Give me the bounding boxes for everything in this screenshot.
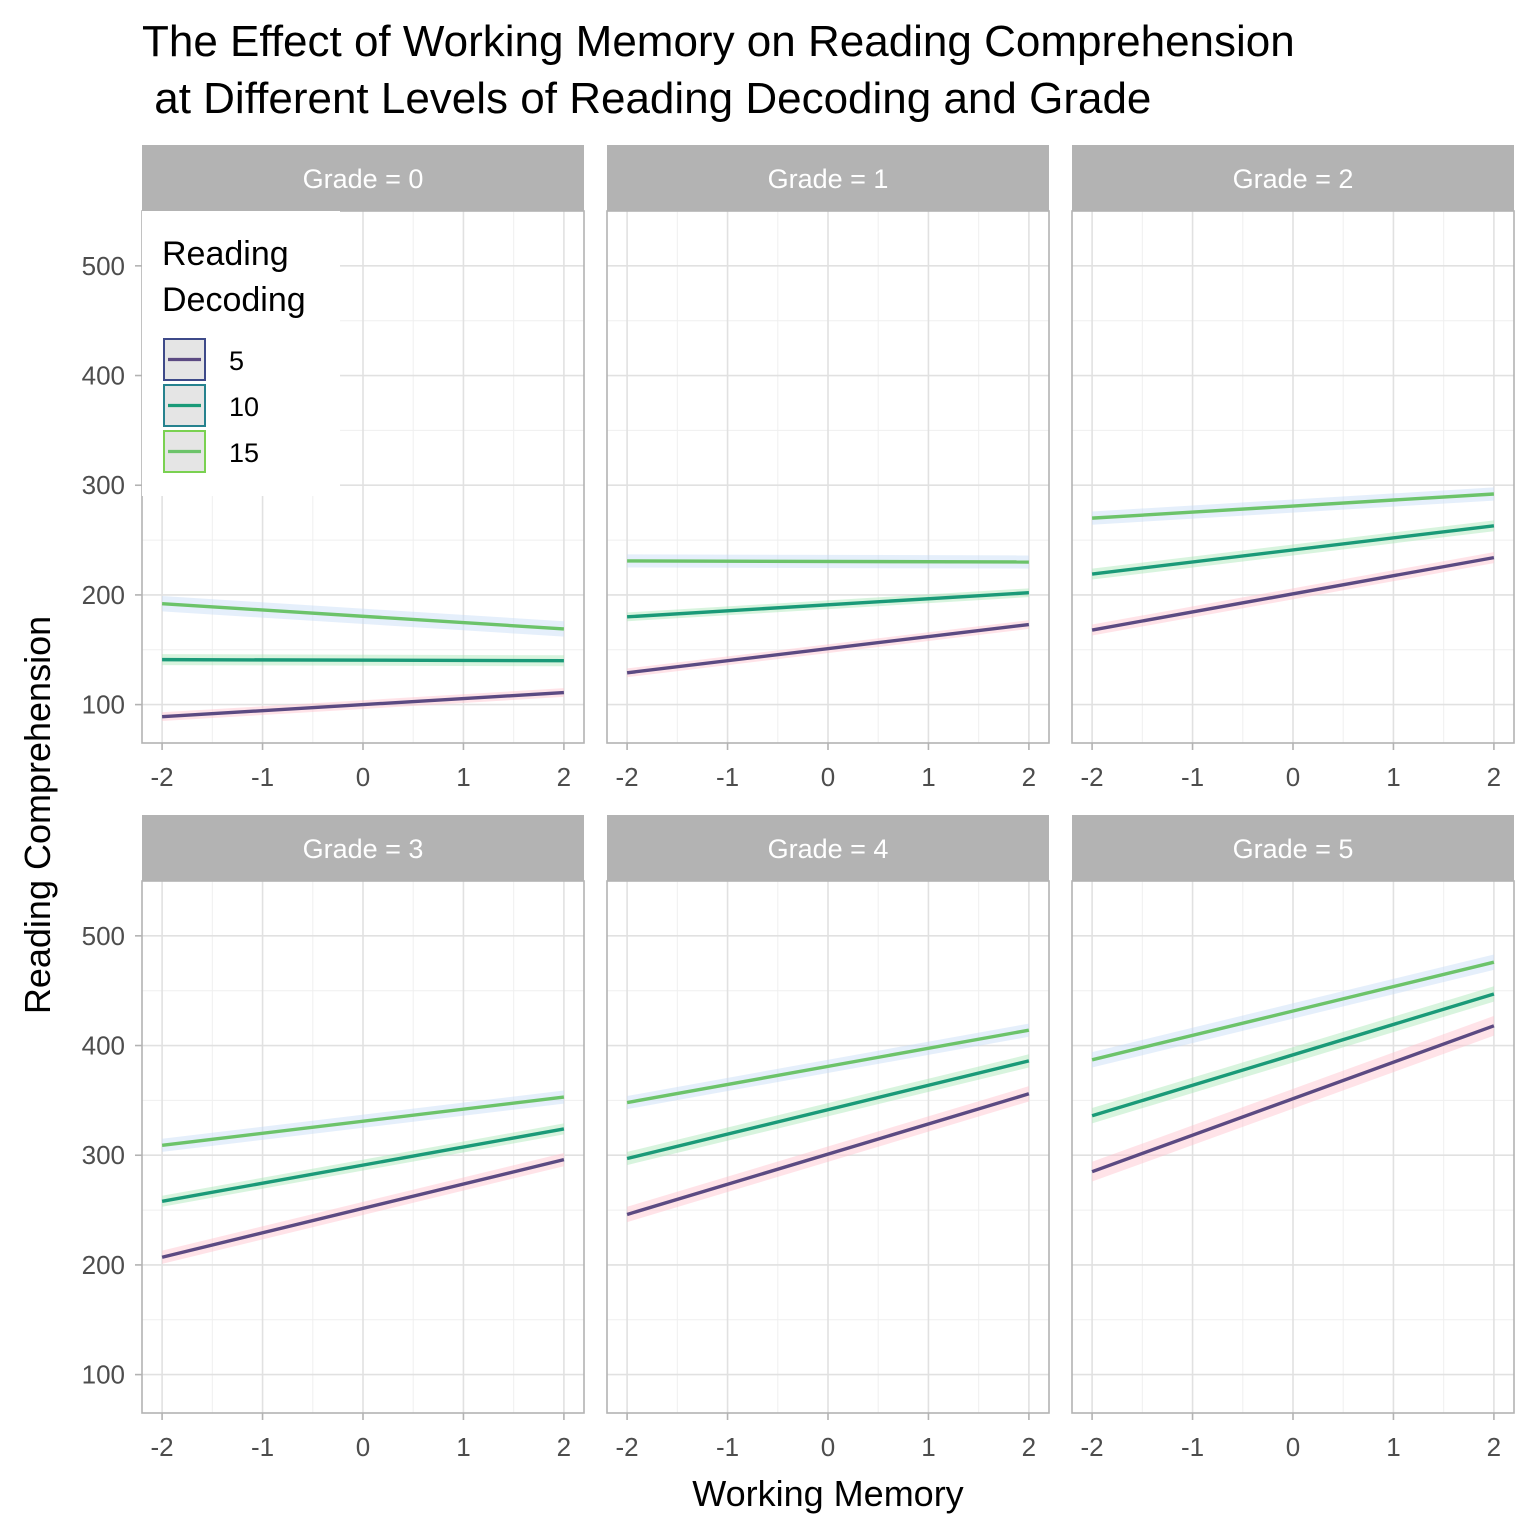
legend-label: 10 [229, 392, 259, 422]
x-tick-label: 2 [1487, 762, 1501, 792]
x-tick-label: 1 [1386, 762, 1400, 792]
y-tick-label: 300 [82, 470, 125, 500]
chart-title-line-2: at Different Levels of Reading Decoding … [142, 74, 1151, 123]
series-line-15 [626, 1028, 1030, 1105]
series-line-10 [1091, 992, 1495, 1118]
x-tick-label: 2 [1022, 762, 1036, 792]
facet-strip [607, 145, 1049, 211]
y-axis-title: Reading Comprehension [17, 616, 58, 1014]
series-line-15 [1091, 492, 1495, 520]
x-tick-label: -2 [151, 1432, 174, 1462]
facet-strip-label: Grade = 4 [768, 834, 889, 864]
legend-title-line-2: Decoding [162, 281, 306, 319]
facet-panel: Grade = 4 -2 -1 0 1 2 [606, 815, 1050, 1462]
facet-strip [142, 145, 584, 211]
series-line-15 [161, 601, 565, 631]
x-tick-label: 0 [356, 762, 370, 792]
series-line-5 [1091, 555, 1495, 632]
x-tick-label: 0 [1286, 762, 1300, 792]
facet-strip [1072, 145, 1514, 211]
y-tick-label: 100 [82, 1360, 125, 1390]
series-line-5 [1091, 1024, 1495, 1174]
facet-strip-label: Grade = 1 [768, 164, 889, 194]
x-tick-label: 1 [921, 762, 935, 792]
legend-title-line-1: Reading [162, 235, 289, 273]
x-tick-label: -1 [1181, 762, 1204, 792]
x-tick-label: -2 [1081, 1432, 1104, 1462]
series-line-5 [161, 690, 565, 719]
x-tick-label: 1 [921, 1432, 935, 1462]
series-line-5 [626, 622, 1030, 675]
series-line-10 [626, 1059, 1030, 1161]
x-tick-label: 1 [456, 762, 470, 792]
series-line-15 [1091, 960, 1495, 1062]
legend-keys: 5 10 15 [163, 338, 259, 473]
facet-panel: Grade = 1 -2 -1 0 1 2 [606, 145, 1050, 792]
facet-panel: Grade = 2 -2 -1 0 1 2 [1071, 145, 1515, 792]
x-tick-label: -1 [716, 762, 739, 792]
legend-label: 5 [229, 346, 244, 376]
x-axis-title: Working Memory [692, 1473, 963, 1514]
series-line-10 [626, 591, 1030, 619]
series-line-10 [161, 1127, 565, 1203]
x-tick-label: 1 [456, 1432, 470, 1462]
y-tick-label: 200 [82, 580, 125, 610]
series-line-10 [162, 657, 564, 663]
legend-item-5: 5 [163, 338, 244, 381]
x-tick-label: 2 [557, 762, 571, 792]
x-tick-label: 1 [1386, 1432, 1400, 1462]
x-tick-label: 2 [557, 1432, 571, 1462]
x-tick-label: -1 [716, 1432, 739, 1462]
legend: Reading Decoding 5 10 15 [142, 211, 340, 496]
facet-strip-label: Grade = 0 [303, 164, 424, 194]
x-tick-label: -2 [616, 1432, 639, 1462]
series-line-15 [161, 1095, 565, 1148]
y-tick-label: 300 [82, 1140, 125, 1170]
y-tick-label: 200 [82, 1250, 125, 1280]
legend-item-10: 10 [163, 384, 259, 427]
legend-label: 15 [229, 438, 259, 468]
x-tick-label: -2 [1081, 762, 1104, 792]
x-tick-label: -2 [616, 762, 639, 792]
series-line-5 [161, 1157, 565, 1259]
x-tick-label: -1 [251, 1432, 274, 1462]
x-tick-label: -1 [251, 762, 274, 792]
y-tick-label: 400 [82, 1031, 125, 1061]
x-tick-label: 0 [356, 1432, 370, 1462]
facet-strip-label: Grade = 2 [1233, 164, 1354, 194]
x-tick-label: 0 [821, 762, 835, 792]
x-tick-label: -1 [1181, 1432, 1204, 1462]
series-line-10 [1091, 524, 1495, 576]
facet-panel: Grade = 3 -2 -1 0 1 2 100 200 300 400 500 [82, 815, 585, 1462]
x-tick-label: 0 [1286, 1432, 1300, 1462]
legend-item-15: 15 [163, 430, 259, 473]
y-tick-label: 500 [82, 921, 125, 951]
x-tick-label: -2 [151, 762, 174, 792]
facet-strip-label: Grade = 5 [1233, 834, 1354, 864]
facet-strip [142, 815, 584, 881]
series-line-15 [627, 559, 1029, 564]
series-line-5 [626, 1092, 1030, 1217]
facet-strip [1072, 815, 1514, 881]
y-tick-label: 500 [82, 251, 125, 281]
y-tick-label: 100 [82, 690, 125, 720]
facet-strip [607, 815, 1049, 881]
facet-panel: Grade = 5 -2 -1 0 1 2 [1071, 815, 1515, 1462]
y-tick-label: 400 [82, 361, 125, 391]
x-tick-label: 0 [821, 1432, 835, 1462]
x-tick-label: 2 [1022, 1432, 1036, 1462]
facet-strip-label: Grade = 3 [303, 834, 424, 864]
chart-title-line-1: The Effect of Working Memory on Reading … [142, 17, 1295, 66]
x-tick-label: 2 [1487, 1432, 1501, 1462]
